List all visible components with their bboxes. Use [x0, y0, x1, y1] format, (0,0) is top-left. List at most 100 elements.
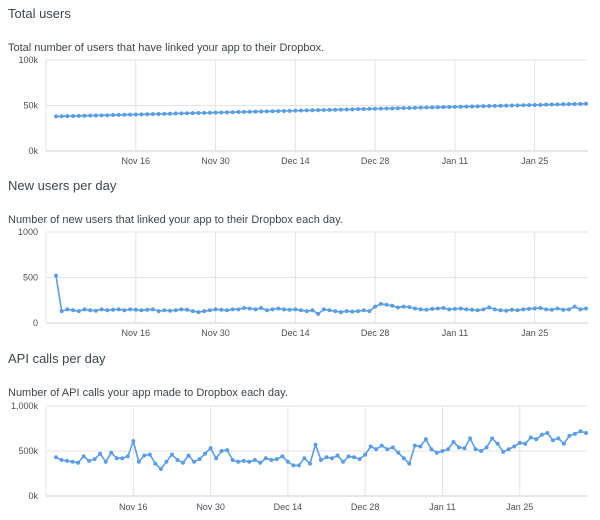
data-point	[70, 459, 75, 464]
data-point	[207, 308, 212, 313]
data-point	[110, 113, 115, 118]
data-point	[578, 429, 583, 434]
data-point	[490, 436, 495, 441]
data-point	[457, 445, 462, 450]
data-point	[527, 306, 532, 311]
data-point	[378, 301, 383, 306]
data-point	[441, 305, 446, 310]
data-point	[219, 307, 224, 312]
data-point	[99, 307, 104, 312]
x-tick-label: Dec 28	[361, 328, 390, 338]
data-point	[110, 307, 115, 312]
data-point	[556, 436, 561, 441]
data-point	[167, 308, 172, 313]
data-point	[487, 305, 492, 310]
data-point	[302, 456, 307, 461]
data-point	[498, 308, 503, 313]
data-point	[481, 104, 486, 109]
data-point	[424, 307, 429, 312]
data-point	[304, 108, 309, 113]
total-users-description: Total number of users that have linked y…	[8, 42, 325, 54]
data-point	[236, 459, 241, 464]
x-tick-label: Jan 25	[521, 156, 548, 166]
data-point	[71, 308, 76, 313]
data-point	[158, 467, 163, 471]
data-point	[192, 459, 197, 464]
data-point	[287, 108, 292, 113]
data-point	[435, 306, 440, 311]
data-point	[88, 308, 93, 313]
x-tick-label: Dec 14	[281, 328, 310, 338]
data-point	[54, 455, 58, 460]
data-point	[434, 450, 439, 455]
data-point	[293, 307, 298, 312]
data-point	[186, 453, 191, 458]
data-point	[269, 458, 274, 462]
data-point	[418, 105, 423, 110]
y-tick-label: 1000	[18, 227, 38, 237]
data-point	[566, 102, 571, 107]
data-point	[517, 440, 522, 445]
data-point	[344, 107, 349, 112]
data-point	[464, 307, 469, 312]
data-point	[378, 106, 383, 111]
data-point	[390, 106, 395, 111]
data-point	[572, 101, 577, 106]
data-point	[196, 310, 201, 315]
data-point	[82, 113, 87, 118]
data-point	[584, 306, 588, 311]
x-tick-label: Nov 30	[201, 328, 230, 338]
data-point	[401, 456, 406, 461]
y-tick-label: 500	[23, 273, 38, 283]
data-point	[247, 306, 252, 311]
data-point	[333, 107, 338, 112]
data-point	[208, 446, 213, 451]
data-point	[390, 303, 395, 308]
data-point	[299, 108, 304, 113]
y-tick-label: 0k	[28, 146, 38, 156]
data-point	[316, 311, 321, 316]
api-calls-description: Number of API calls your app made to Dro…	[8, 387, 288, 399]
data-point	[145, 307, 150, 312]
x-tick-label: Dec 14	[281, 156, 310, 166]
data-point	[219, 110, 224, 115]
data-point	[356, 107, 361, 112]
data-point	[164, 459, 169, 464]
data-point	[413, 306, 418, 311]
data-point	[549, 102, 554, 107]
data-point	[99, 113, 104, 118]
data-point	[346, 454, 351, 459]
data-point	[252, 458, 257, 462]
data-point	[567, 433, 572, 438]
data-point	[447, 307, 452, 312]
data-point	[142, 453, 147, 458]
data-point	[452, 306, 457, 311]
data-point	[561, 102, 566, 107]
data-point	[357, 457, 362, 462]
data-point	[374, 447, 379, 452]
data-point	[242, 109, 247, 114]
data-point	[440, 449, 445, 453]
data-point	[179, 307, 184, 312]
data-point	[76, 309, 81, 314]
x-tick-label: Nov 16	[119, 502, 148, 512]
data-point	[264, 109, 269, 114]
data-point	[230, 458, 235, 462]
data-point	[321, 307, 326, 312]
x-tick-label: Jan 11	[442, 156, 468, 166]
data-point	[264, 308, 269, 313]
data-point	[156, 111, 161, 116]
data-point	[128, 112, 133, 117]
data-point	[368, 444, 373, 449]
x-tick-label: Nov 16	[122, 328, 151, 338]
data-point	[313, 442, 318, 447]
data-point	[435, 105, 440, 110]
data-point	[230, 307, 235, 312]
data-point	[213, 307, 218, 312]
data-point	[487, 104, 492, 109]
data-point	[521, 103, 526, 108]
data-point	[116, 307, 121, 312]
data-point	[242, 305, 247, 310]
x-tick-label: Dec 28	[351, 502, 380, 512]
data-point	[125, 454, 130, 459]
